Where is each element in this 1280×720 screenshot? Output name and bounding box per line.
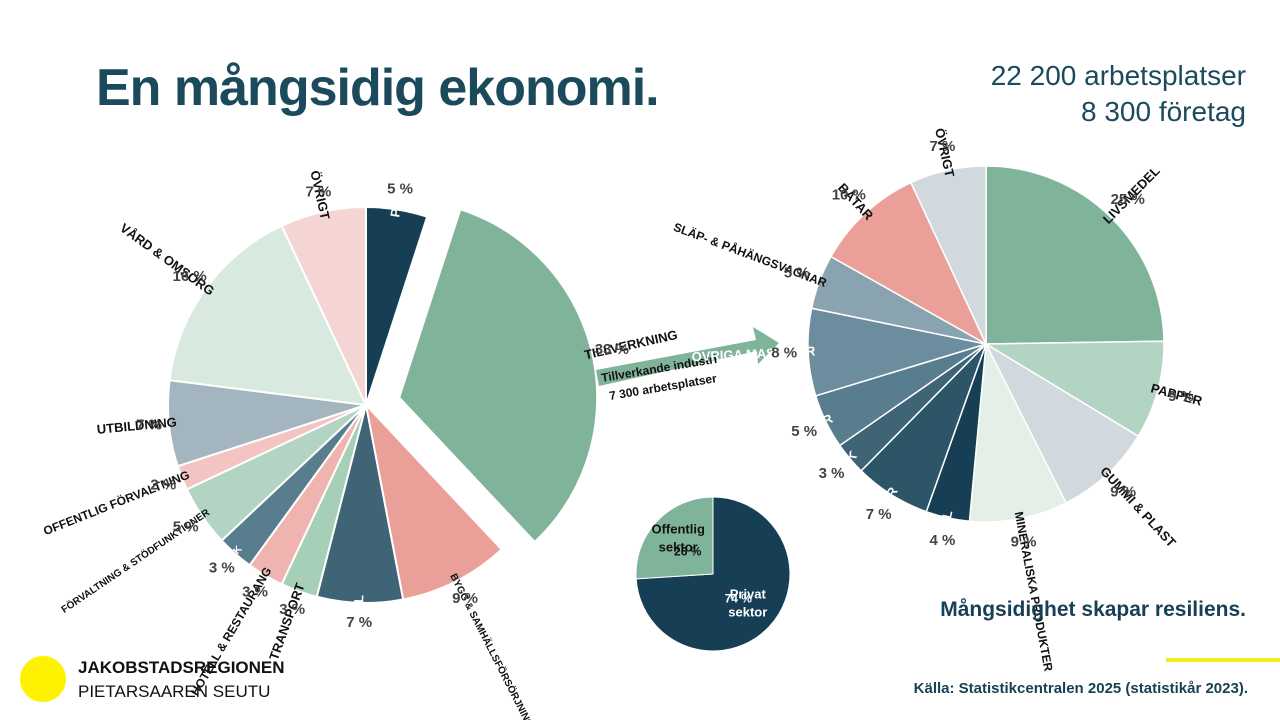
industry-label-stal-metall: STÅL & METALL bbox=[919, 509, 956, 612]
sector-value-vard-omsorg: 16 % bbox=[172, 268, 206, 285]
industry-label-metallvaror: METALLVAROR bbox=[837, 484, 901, 574]
logo-name-finnish: PIETARSAAREN SEUTU bbox=[78, 682, 271, 701]
industry-label-gummi-plast: GUMMI & PLAST bbox=[1097, 464, 1179, 551]
sector-value-tillverkning: 33 % bbox=[595, 341, 629, 358]
sector-slice-vard-omsorg bbox=[168, 224, 368, 407]
logo-name-swedish: JAKOBSTADSREGIONEN bbox=[78, 658, 285, 677]
industry-value-stal-metall: 4 % bbox=[929, 532, 955, 549]
ownership-value-privat-sektor: 74 % bbox=[725, 592, 753, 606]
sector-value-forvaltning-stodfunktioner: 5 % bbox=[173, 518, 199, 535]
ownership-label-offentlig-sektor: Offentlig bbox=[651, 521, 704, 536]
sector-label-transport: TRANSPORT bbox=[266, 581, 308, 662]
industry-label-elapparatur: ELAPPARATUR bbox=[742, 411, 836, 467]
source-note: Källa: Statistikcentralen 2025 (statisti… bbox=[913, 680, 1248, 697]
accent-line bbox=[1166, 658, 1280, 662]
page-title: En mångsidig ekonomi. bbox=[96, 59, 660, 117]
ownership-label-offentlig-sektor-2: sektor bbox=[659, 539, 698, 554]
sector-value-offentlig-forvaltning: 2 % bbox=[150, 476, 176, 493]
sector-slice-bygg-samhallsforsorjning bbox=[364, 401, 503, 601]
industry-value-metallvaror: 7 % bbox=[866, 506, 892, 523]
industry-arrow-shape bbox=[596, 327, 779, 386]
sector-value-primarnaringar: 5 % bbox=[387, 181, 413, 198]
industry-value-livsmedel: 25 % bbox=[1111, 191, 1145, 208]
industry-value-slap-pahangsvagnar: 5 % bbox=[784, 264, 810, 281]
sector-value-ovrigt: 7 % bbox=[305, 183, 331, 200]
tagline: Mångsidighet skapar resiliens. bbox=[940, 598, 1246, 621]
industry-value-ovrigt: 7 % bbox=[929, 138, 955, 155]
ownership-label-privat-sektor: Privat bbox=[730, 587, 767, 602]
jobs-count: 22 200 arbetsplatser bbox=[990, 60, 1246, 91]
industry-value-papper: 9 % bbox=[1168, 388, 1194, 405]
industry-slice-ovrigt bbox=[909, 165, 987, 345]
sector-value-handel: 7 % bbox=[346, 614, 372, 631]
ownership-value-offentlig-sektor: 26 % bbox=[674, 544, 702, 558]
ownership-label-privat-sektor-2: sektor bbox=[728, 605, 767, 620]
industry-slice-livsmedel bbox=[985, 165, 1165, 345]
sector-value-utbildning: 7 % bbox=[136, 416, 162, 433]
industry-value-ovriga-maskiner: 8 % bbox=[771, 344, 797, 361]
sector-value-bygg-samhallsforsorjning: 9 % bbox=[452, 590, 478, 607]
industry-label-ovriga-maskiner: ÖVRIGA MASKINER bbox=[691, 343, 816, 364]
industry-value-elektronik: 3 % bbox=[819, 465, 845, 482]
sector-label-handel: HANDEL bbox=[350, 595, 367, 650]
industry-value-mineraliska-produkter: 9 % bbox=[1011, 533, 1037, 550]
sector-value-transport: 3 % bbox=[279, 601, 305, 618]
ownership-slice-offentlig-sektor bbox=[635, 496, 714, 580]
industry-value-batar: 10 % bbox=[832, 187, 866, 204]
sector-slice-ovrigt bbox=[280, 205, 367, 406]
industry-slice-batar bbox=[829, 181, 988, 346]
sector-value-juridik-ekonomi-vetenskap-teknik: 3 % bbox=[209, 559, 235, 576]
industry-value-gummi-plast: 9 % bbox=[1110, 483, 1136, 500]
industry-slice-papper bbox=[983, 340, 1165, 438]
logo-circle-icon bbox=[20, 656, 66, 702]
sector-label-vard-omsorg: VÅRD & OMSORG bbox=[117, 220, 217, 298]
industry-slice-mineraliska-produkter bbox=[968, 341, 1068, 523]
industry-slice-gummi-plast bbox=[984, 342, 1140, 504]
industry-value-elapparatur: 5 % bbox=[791, 423, 817, 440]
sector-slice-tillverkning bbox=[398, 208, 599, 544]
companies-count: 8 300 företag bbox=[1080, 96, 1246, 127]
sector-value-hotell-restaurang: 3 % bbox=[242, 584, 268, 601]
